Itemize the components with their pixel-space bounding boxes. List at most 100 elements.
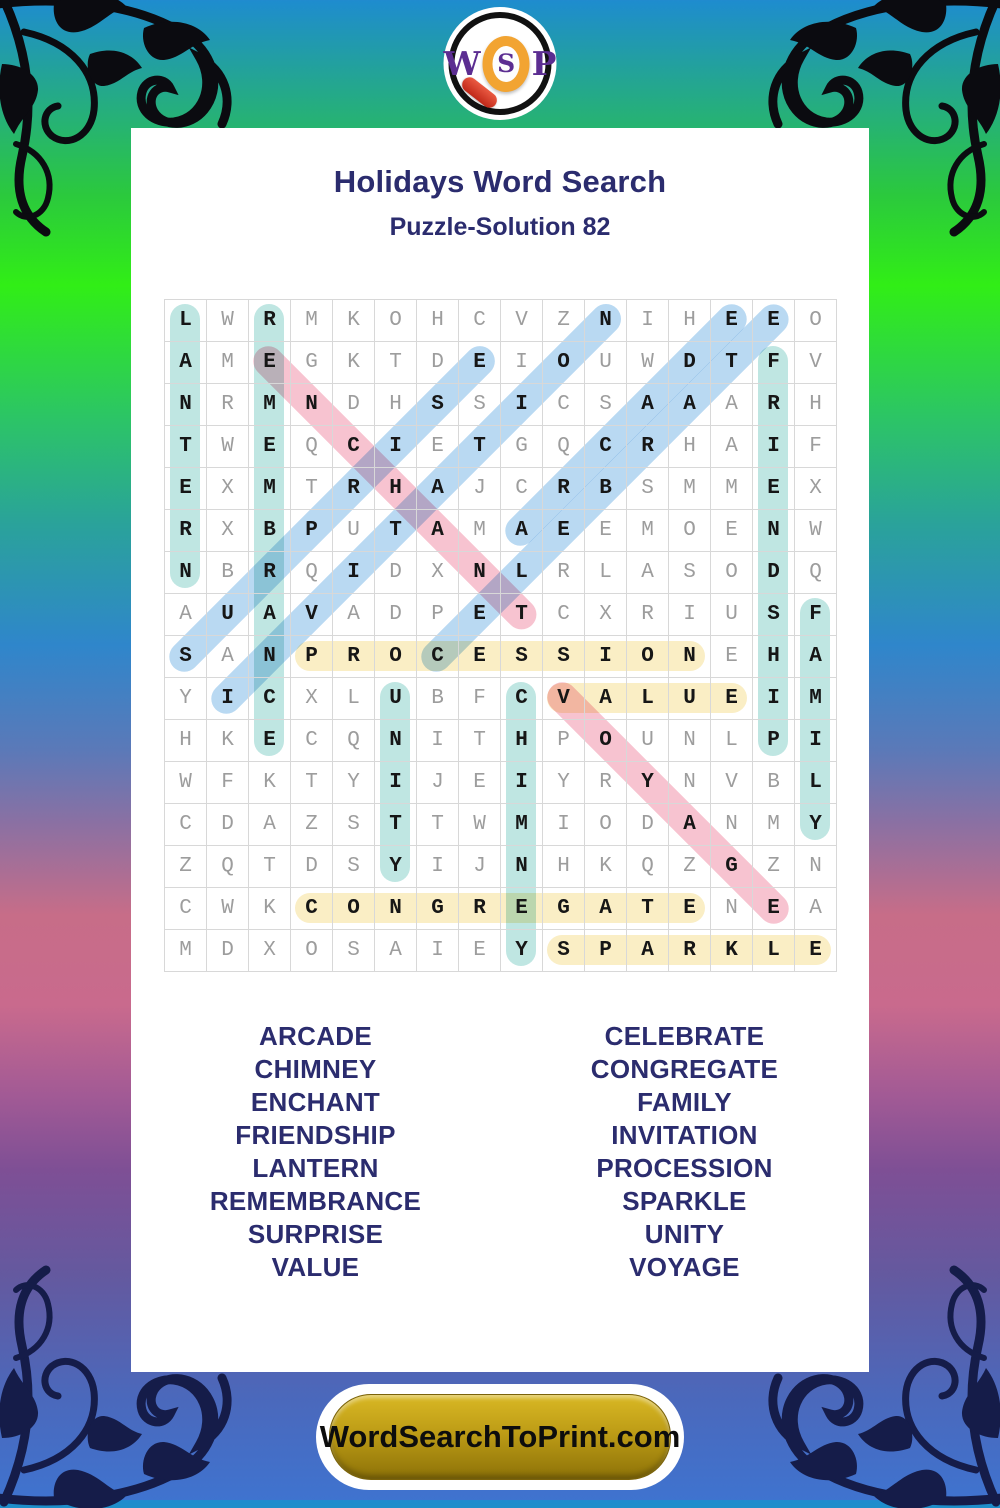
grid-cell: H <box>375 468 417 510</box>
grid-cell: M <box>501 804 543 846</box>
grid-cell: E <box>459 930 501 972</box>
grid-cell: D <box>627 804 669 846</box>
grid-cell: N <box>375 720 417 762</box>
grid-cell: D <box>291 846 333 888</box>
grid-cell: D <box>417 342 459 384</box>
grid-cell: R <box>249 552 291 594</box>
grid-cell: W <box>627 342 669 384</box>
grid-cell: T <box>249 846 291 888</box>
website-button[interactable]: WordSearchToPrint.com <box>320 1394 680 1480</box>
grid-cell: B <box>753 762 795 804</box>
grid-cell: M <box>249 468 291 510</box>
grid-cell: O <box>585 720 627 762</box>
grid-cell: U <box>669 678 711 720</box>
grid-cell: N <box>165 384 207 426</box>
grid-cell: M <box>711 468 753 510</box>
grid-cell: N <box>585 300 627 342</box>
grid-cell: Q <box>543 426 585 468</box>
grid-cell: M <box>249 384 291 426</box>
grid-cell: Y <box>795 804 837 846</box>
grid-cell: S <box>333 846 375 888</box>
grid-cell: Q <box>333 720 375 762</box>
grid-cell: H <box>165 720 207 762</box>
grid-cell: I <box>207 678 249 720</box>
grid-cell: T <box>165 426 207 468</box>
grid-cell: L <box>585 552 627 594</box>
grid-cell: M <box>459 510 501 552</box>
grid-cell: R <box>627 594 669 636</box>
grid-cell: X <box>417 552 459 594</box>
word-list-item: VOYAGE <box>629 1252 740 1282</box>
grid-cell: F <box>753 342 795 384</box>
grid-cell: S <box>501 636 543 678</box>
word-list-item: VALUE <box>271 1252 360 1282</box>
grid-cell: H <box>501 720 543 762</box>
grid-cell: K <box>585 846 627 888</box>
grid-cell: I <box>333 552 375 594</box>
grid-cell: L <box>165 300 207 342</box>
grid-cell: E <box>459 762 501 804</box>
grid-cell: L <box>711 720 753 762</box>
word-list-item: SPARKLE <box>622 1186 747 1216</box>
grid-cell: E <box>459 342 501 384</box>
grid-cell: R <box>543 552 585 594</box>
grid-cell: I <box>627 300 669 342</box>
grid-cell: I <box>753 678 795 720</box>
grid-cell: I <box>501 762 543 804</box>
grid-cell: S <box>585 384 627 426</box>
grid-cell: A <box>585 888 627 930</box>
grid-cell: P <box>753 720 795 762</box>
grid-cell: A <box>417 468 459 510</box>
word-list-left-column: ARCADE CHIMNEY ENCHANT FRIENDSHIP LANTERN REM… <box>131 1020 500 1284</box>
grid-cell: Z <box>165 846 207 888</box>
grid-cell: O <box>375 636 417 678</box>
grid-cell: S <box>165 636 207 678</box>
grid-cell: I <box>543 804 585 846</box>
grid-cell: S <box>333 930 375 972</box>
grid-cell: N <box>795 846 837 888</box>
grid-cell: V <box>291 594 333 636</box>
word-list-item: CHIMNEY <box>254 1054 377 1084</box>
grid-cell: X <box>291 678 333 720</box>
grid-cell: N <box>753 510 795 552</box>
grid-cell: M <box>795 678 837 720</box>
grid-cell: J <box>459 468 501 510</box>
grid-cell: O <box>669 510 711 552</box>
grid-cell: A <box>333 594 375 636</box>
grid-cell: G <box>291 342 333 384</box>
grid-cell: W <box>207 300 249 342</box>
word-list-item: FAMILY <box>637 1087 732 1117</box>
grid-cell: V <box>543 678 585 720</box>
grid-cell: K <box>207 720 249 762</box>
grid-cell: X <box>249 930 291 972</box>
grid-cell: F <box>795 426 837 468</box>
grid-cell: E <box>753 468 795 510</box>
logo-letter-w: W <box>443 44 481 83</box>
word-list-item: ENCHANT <box>250 1087 381 1117</box>
grid-cell: V <box>711 762 753 804</box>
grid-cell: O <box>375 300 417 342</box>
grid-cell: A <box>375 930 417 972</box>
grid-cell: L <box>501 552 543 594</box>
grid-cell: U <box>585 342 627 384</box>
grid-cell: F <box>207 762 249 804</box>
grid-cell: C <box>165 804 207 846</box>
grid-cell: E <box>417 426 459 468</box>
grid-cell: W <box>207 888 249 930</box>
grid-cell: N <box>711 888 753 930</box>
grid-cell: R <box>333 636 375 678</box>
grid-cell: E <box>753 300 795 342</box>
grid-cell: T <box>291 762 333 804</box>
grid-cell: S <box>543 930 585 972</box>
grid-cell: C <box>333 426 375 468</box>
grid-cell: R <box>459 888 501 930</box>
grid-cell: A <box>249 804 291 846</box>
grid-cell: T <box>417 804 459 846</box>
grid-cell: A <box>711 384 753 426</box>
grid-cell: K <box>249 888 291 930</box>
grid-cell: Q <box>291 552 333 594</box>
grid-cell: B <box>207 552 249 594</box>
grid-cell: E <box>543 510 585 552</box>
grid-cell: V <box>795 342 837 384</box>
grid-cell: C <box>291 720 333 762</box>
